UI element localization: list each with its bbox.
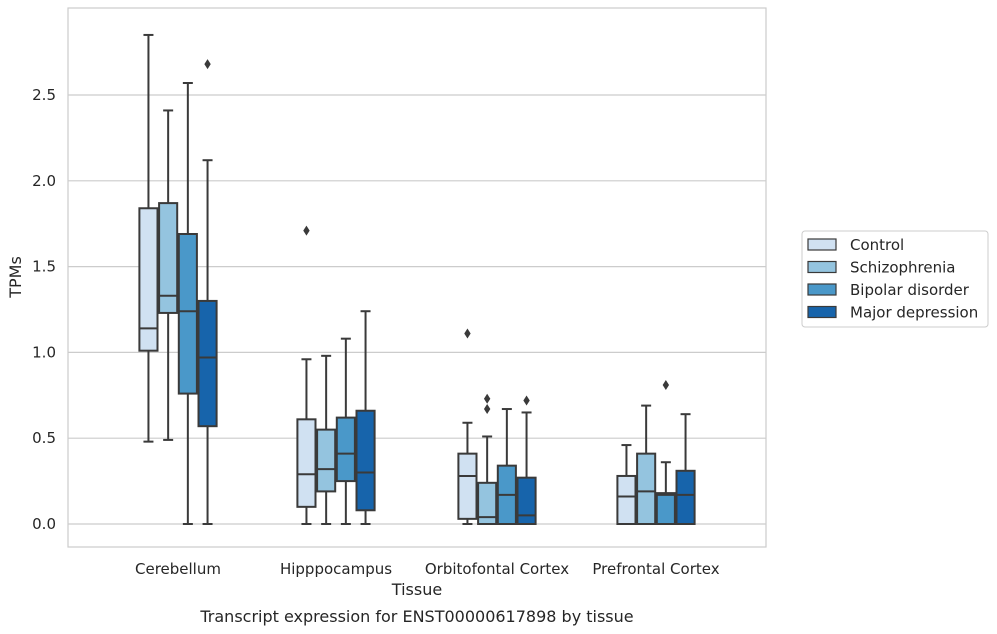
- box-body: [477, 481, 498, 526]
- box-body: [335, 416, 356, 483]
- y-axis-title: TPMs: [6, 256, 25, 299]
- y-tick-label: 2.0: [32, 172, 56, 190]
- legend-label: Schizophrenia: [850, 259, 955, 277]
- y-tick-label: 1.0: [32, 343, 56, 361]
- box-body: [355, 409, 376, 512]
- legend-swatch: [807, 238, 837, 251]
- x-tick-label: Cerebellum: [135, 560, 221, 578]
- box: [636, 404, 657, 526]
- legend-label: Bipolar disorder: [850, 281, 970, 299]
- box-body: [177, 232, 198, 395]
- box-body: [138, 207, 159, 352]
- box-body: [636, 452, 657, 526]
- legend-label: Major depression: [850, 304, 978, 322]
- box: [457, 328, 478, 525]
- chart-caption: Transcript expression for ENST0000061789…: [199, 607, 633, 626]
- box: [177, 81, 198, 525]
- legend-item: Bipolar disorder: [807, 281, 970, 299]
- box: [355, 310, 376, 525]
- box-body: [316, 428, 337, 493]
- outlier-marker: [483, 404, 491, 415]
- box: [316, 354, 337, 525]
- outlier-marker: [483, 393, 491, 404]
- x-tick-label: Hipppocampus: [280, 560, 392, 578]
- y-tick-label: 0.0: [32, 515, 56, 533]
- legend-swatch: [807, 283, 837, 296]
- outlier-marker: [204, 59, 211, 70]
- box-group: [457, 328, 537, 526]
- x-tick-labels: Cerebellum Hipppocampus Orbitofontal Corte…: [135, 560, 720, 578]
- box-body: [616, 474, 637, 525]
- box: [197, 59, 218, 525]
- box: [138, 33, 159, 443]
- legend: Control Schizophrenia Bipolar disorder Majo…: [801, 230, 989, 328]
- box: [158, 109, 179, 441]
- legend-swatch: [807, 260, 837, 274]
- outlier-marker: [303, 225, 310, 236]
- box: [335, 337, 356, 525]
- outlier-marker: [464, 328, 471, 339]
- box-body: [675, 469, 696, 525]
- legend-item: Control: [807, 236, 904, 254]
- box-group: [616, 380, 696, 526]
- x-tick-label: Orbitofontal Cortex: [425, 560, 569, 578]
- box-body: [158, 202, 179, 314]
- legend-frame: [801, 230, 989, 328]
- y-tick-label: 1.5: [32, 258, 56, 276]
- x-tick-label: Prefrontal Cortex: [592, 560, 719, 578]
- box: [296, 225, 317, 525]
- outlier-marker: [523, 395, 530, 406]
- y-tick-label: 0.5: [32, 429, 56, 447]
- box: [675, 413, 696, 525]
- box-body: [197, 299, 218, 428]
- box: [477, 393, 498, 526]
- outlier-marker: [662, 380, 670, 391]
- box: [496, 408, 517, 526]
- legend-item: Schizophrenia: [807, 259, 955, 277]
- legend-swatch: [807, 305, 837, 319]
- y-tick-label: 2.5: [32, 86, 56, 104]
- box: [516, 395, 537, 525]
- box-groups: [138, 33, 696, 526]
- legend-items: Control Schizophrenia Bipolar disorder Majo…: [807, 236, 978, 322]
- box-body: [655, 492, 676, 525]
- legend-item: Major depression: [807, 304, 978, 322]
- x-axis-title: Tissue: [391, 580, 442, 599]
- box: [655, 380, 676, 525]
- box-body: [457, 452, 478, 520]
- box: [616, 444, 637, 525]
- box-group: [138, 33, 218, 525]
- box-group: [296, 225, 376, 525]
- legend-label: Control: [850, 236, 904, 254]
- box-body: [296, 418, 317, 508]
- y-tick-labels: 0.0 0.5 1.0 1.5 2.0 2.5: [32, 86, 56, 533]
- box-body: [516, 476, 537, 525]
